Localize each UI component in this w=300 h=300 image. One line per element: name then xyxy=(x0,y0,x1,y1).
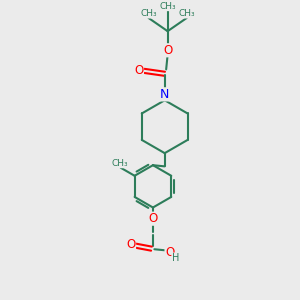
Text: CH₃: CH₃ xyxy=(159,2,176,11)
Text: CH₃: CH₃ xyxy=(140,9,157,18)
Text: O: O xyxy=(163,44,172,57)
Text: CH₃: CH₃ xyxy=(178,9,195,18)
Text: H: H xyxy=(172,253,179,263)
Text: N: N xyxy=(160,88,169,101)
Text: O: O xyxy=(134,64,143,77)
Text: O: O xyxy=(148,212,158,225)
Text: CH₃: CH₃ xyxy=(112,159,128,168)
Text: O: O xyxy=(165,246,174,259)
Text: O: O xyxy=(126,238,136,251)
